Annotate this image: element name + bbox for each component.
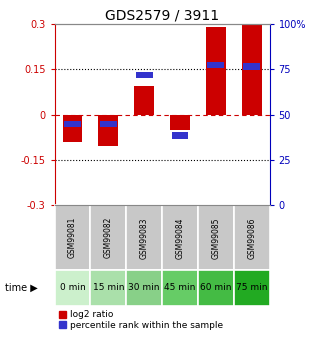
Bar xyxy=(91,205,126,270)
Bar xyxy=(234,270,270,306)
Text: 60 min: 60 min xyxy=(200,284,232,293)
Bar xyxy=(206,27,226,115)
Text: 75 min: 75 min xyxy=(236,284,267,293)
Text: 45 min: 45 min xyxy=(164,284,196,293)
Text: 15 min: 15 min xyxy=(92,284,124,293)
Text: GSM99084: GSM99084 xyxy=(176,217,185,258)
Text: 0 min: 0 min xyxy=(60,284,85,293)
Bar xyxy=(100,120,117,127)
Bar xyxy=(234,205,270,270)
Text: 30 min: 30 min xyxy=(128,284,160,293)
Bar xyxy=(207,62,224,68)
Bar xyxy=(170,115,190,130)
Bar xyxy=(242,24,262,115)
Bar xyxy=(126,270,162,306)
Bar xyxy=(64,120,81,127)
Bar xyxy=(136,71,152,78)
Bar xyxy=(55,270,91,306)
Bar xyxy=(198,205,234,270)
Bar xyxy=(134,86,154,115)
Bar xyxy=(198,270,234,306)
Text: GSM99082: GSM99082 xyxy=(104,217,113,258)
Bar xyxy=(91,270,126,306)
Bar xyxy=(55,205,91,270)
Text: time ▶: time ▶ xyxy=(4,283,37,293)
Bar xyxy=(126,205,162,270)
Text: GSM99083: GSM99083 xyxy=(140,217,149,258)
Bar xyxy=(162,270,198,306)
Legend: log2 ratio, percentile rank within the sample: log2 ratio, percentile rank within the s… xyxy=(59,310,223,330)
Text: GSM99081: GSM99081 xyxy=(68,217,77,258)
Bar xyxy=(172,132,188,139)
Bar xyxy=(63,115,82,142)
Bar xyxy=(162,205,198,270)
Text: GSM99085: GSM99085 xyxy=(211,217,221,258)
Bar xyxy=(99,115,118,147)
Text: GSM99086: GSM99086 xyxy=(247,217,256,258)
Bar xyxy=(243,63,260,70)
Title: GDS2579 / 3911: GDS2579 / 3911 xyxy=(105,9,219,23)
